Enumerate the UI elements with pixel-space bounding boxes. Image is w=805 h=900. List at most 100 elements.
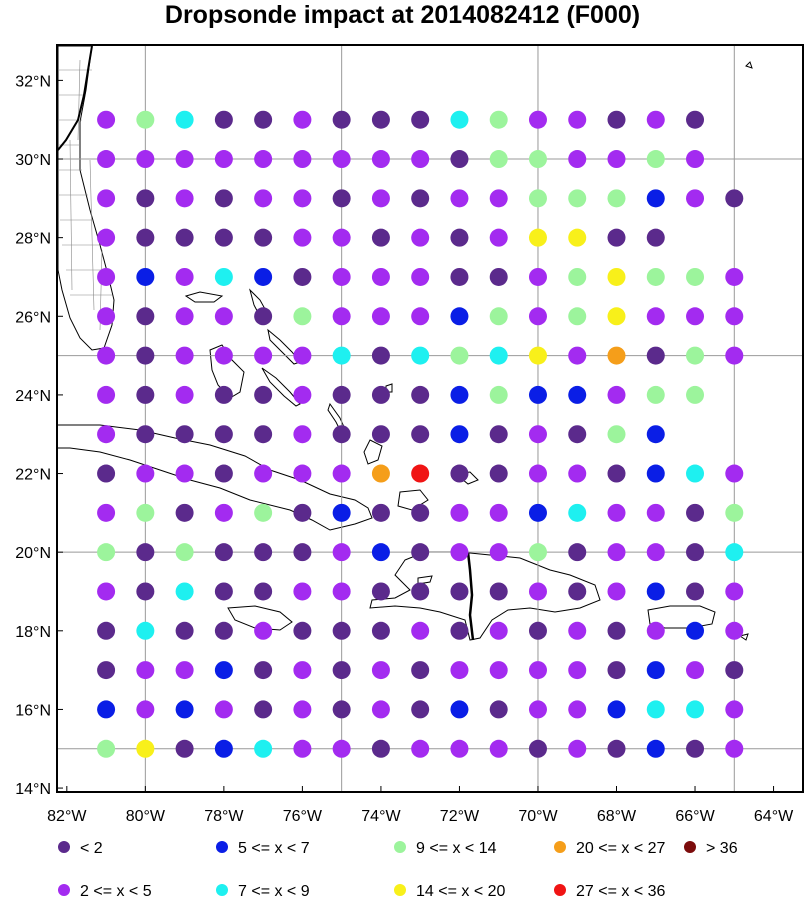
impact-dot <box>254 582 273 601</box>
impact-dot <box>371 582 390 601</box>
impact-dot <box>568 228 587 247</box>
impact-dot <box>528 582 547 601</box>
impact-dot <box>97 228 116 247</box>
impact-dot <box>136 425 155 444</box>
impact-dot <box>686 189 705 208</box>
impact-dot <box>254 543 273 562</box>
impact-dot <box>371 739 390 758</box>
impact-dot <box>136 503 155 522</box>
impact-dot <box>293 621 312 640</box>
impact-dot <box>371 307 390 326</box>
impact-dot-layer <box>97 110 744 758</box>
impact-dot <box>97 503 116 522</box>
impact-dot <box>97 464 116 483</box>
impact-dot <box>254 661 273 680</box>
impact-dot <box>646 346 665 365</box>
impact-dot <box>254 307 273 326</box>
impact-dot <box>175 661 194 680</box>
impact-dot <box>293 464 312 483</box>
impact-dot <box>293 228 312 247</box>
impact-dot <box>450 464 469 483</box>
impact-dot <box>411 739 430 758</box>
impact-dot <box>568 110 587 129</box>
impact-dot <box>254 267 273 286</box>
legend-swatch <box>394 841 406 853</box>
impact-dot <box>528 267 547 286</box>
impact-dot <box>489 189 508 208</box>
impact-dot <box>686 385 705 404</box>
impact-dot <box>411 385 430 404</box>
legend-label: 27 <= x < 36 <box>576 883 666 900</box>
impact-dot <box>568 307 587 326</box>
impact-dot <box>450 582 469 601</box>
jamaica-outline <box>227 605 293 631</box>
impact-dot <box>686 503 705 522</box>
impact-dot <box>293 503 312 522</box>
impact-dot <box>686 150 705 169</box>
impact-dot <box>293 150 312 169</box>
lon-tick-label: 68°W <box>597 808 637 825</box>
impact-dot <box>254 700 273 719</box>
lat-tick-label: 28°N <box>15 231 51 248</box>
impact-dot <box>568 464 587 483</box>
impact-dot <box>646 385 665 404</box>
impact-dot <box>725 307 744 326</box>
impact-dot <box>97 189 116 208</box>
impact-dot <box>528 150 547 169</box>
impact-dot <box>411 425 430 444</box>
impact-dot <box>332 110 351 129</box>
impact-dot <box>136 307 155 326</box>
impact-dot <box>175 543 194 562</box>
impact-dot <box>607 189 626 208</box>
impact-dot <box>646 464 665 483</box>
impact-dot <box>293 700 312 719</box>
impact-dot <box>568 385 587 404</box>
impact-dot <box>332 150 351 169</box>
impact-dot <box>489 150 508 169</box>
impact-dot <box>254 503 273 522</box>
impact-dot <box>254 464 273 483</box>
impact-dot <box>450 385 469 404</box>
impact-dot <box>97 543 116 562</box>
impact-dot <box>725 739 744 758</box>
impact-dot <box>136 189 155 208</box>
legend-swatch <box>554 884 566 896</box>
impact-dot <box>371 110 390 129</box>
impact-dot <box>686 346 705 365</box>
impact-dot <box>97 346 116 365</box>
impact-dot <box>293 385 312 404</box>
impact-dot <box>568 267 587 286</box>
impact-dot <box>97 110 116 129</box>
impact-dot <box>293 110 312 129</box>
impact-dot <box>293 346 312 365</box>
longitude-tick-labels: 82°W 80°W 78°W 76°W 74°W 72°W 70°W 68°W 66°W 64°W <box>47 786 794 825</box>
impact-dot <box>646 503 665 522</box>
impact-dot <box>332 582 351 601</box>
impact-dot <box>332 464 351 483</box>
legend: < 2 5 <= x < 7 9 <= x < 14 20 <= x < 27 > 36… <box>58 840 738 900</box>
impact-dot <box>489 110 508 129</box>
impact-dot <box>607 228 626 247</box>
impact-dot <box>489 503 508 522</box>
impact-dot <box>725 700 744 719</box>
impact-dot <box>528 464 547 483</box>
impact-dot <box>686 700 705 719</box>
impact-dot <box>411 700 430 719</box>
impact-dot <box>489 464 508 483</box>
impact-dot <box>214 739 233 758</box>
impact-dot <box>175 228 194 247</box>
impact-dot <box>97 425 116 444</box>
impact-dot <box>97 739 116 758</box>
grand-bahama <box>184 291 224 303</box>
impact-dot <box>411 346 430 365</box>
impact-dot <box>332 228 351 247</box>
lon-tick-label: 82°W <box>47 808 87 825</box>
impact-dot <box>371 267 390 286</box>
impact-dot <box>568 189 587 208</box>
impact-dot <box>686 543 705 562</box>
legend-label: 2 <= x < 5 <box>80 883 152 900</box>
impact-dot <box>725 582 744 601</box>
legend-label: 20 <= x < 27 <box>576 840 666 857</box>
impact-dot <box>175 621 194 640</box>
impact-dot <box>411 228 430 247</box>
